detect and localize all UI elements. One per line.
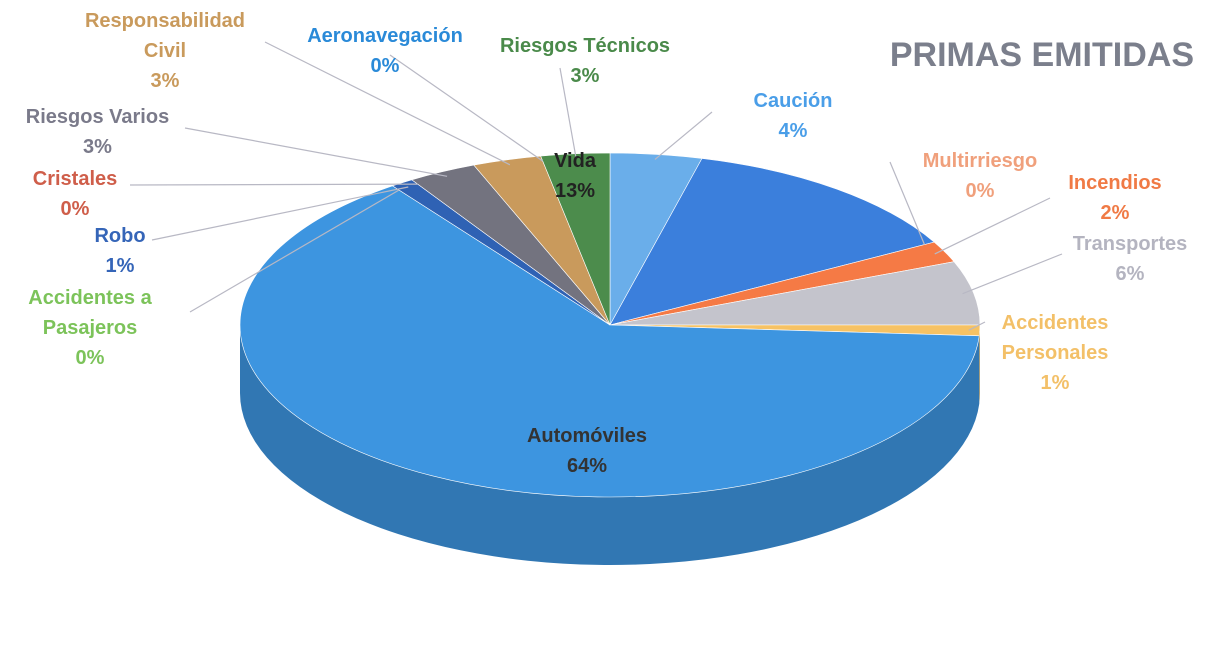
label-text: Aeronavegación xyxy=(307,25,463,47)
slice-label: Accidentes Personales 1% xyxy=(975,308,1135,398)
slice-label: Multirriesgo 0% xyxy=(900,146,1060,206)
label-text: 1% xyxy=(105,255,135,277)
label-text: Responsabilidad Civil xyxy=(84,10,246,62)
label-text: Automóviles xyxy=(526,425,648,447)
slice-label: Incendios 2% xyxy=(1050,168,1180,228)
label-text: 0% xyxy=(60,198,90,220)
pie-slice xyxy=(239,185,980,565)
slice-side xyxy=(240,325,980,565)
leader-line xyxy=(654,111,713,160)
slice-label: Riesgos Técnicos 3% xyxy=(485,31,685,91)
slice-label: Accidentes a Pasajeros 0% xyxy=(5,283,175,373)
leader-line xyxy=(189,189,400,313)
label-text: Transportes xyxy=(1072,233,1188,255)
label-text: 3% xyxy=(83,136,112,158)
slice-label: Caución 4% xyxy=(713,86,873,146)
label-text: 2% xyxy=(1100,202,1130,224)
label-text: 3% xyxy=(150,70,180,92)
slice-label: Transportes 6% xyxy=(1055,229,1205,289)
label-text: 1% xyxy=(1040,372,1070,394)
label-text: Cristales xyxy=(32,168,118,190)
label-text: 0% xyxy=(370,55,400,77)
label-text: Riesgos Varios xyxy=(25,106,170,128)
slice-label: Automóviles 64% xyxy=(517,421,657,481)
leader-line xyxy=(264,41,511,166)
slice-label: Cristales 0% xyxy=(15,164,135,224)
leader-line xyxy=(559,67,577,160)
label-text: Multirriesgo xyxy=(922,150,1038,172)
slice-label: Riesgos Varios 3% xyxy=(5,102,190,162)
slice-label: Responsabilidad Civil 3% xyxy=(70,6,260,96)
label-text: Caución xyxy=(753,90,833,112)
leader-line xyxy=(889,161,926,245)
label-text: Riesgos Técnicos xyxy=(499,35,671,57)
label-text: 3% xyxy=(570,65,600,87)
label-text: Vida xyxy=(554,150,596,172)
label-text: 4% xyxy=(778,120,808,142)
chart-title: PRIMAS EMITIDAS xyxy=(889,36,1194,74)
leader-line xyxy=(934,197,1051,255)
leader-line xyxy=(151,186,409,241)
leader-line xyxy=(129,183,418,186)
label-text: 6% xyxy=(1115,263,1145,285)
slice-top xyxy=(609,261,981,326)
label-text: Accidentes a Pasajeros xyxy=(28,287,152,339)
label-text: Accidentes Personales xyxy=(1001,312,1109,364)
leader-line xyxy=(184,127,448,177)
leader-line xyxy=(389,54,544,162)
leader-line xyxy=(962,253,1063,295)
label-text: 13% xyxy=(554,180,596,202)
slice-side xyxy=(979,325,980,404)
slice-label: Aeronavegación 0% xyxy=(290,21,480,81)
slice-label: Vida 13% xyxy=(515,146,635,206)
label-text: 0% xyxy=(75,347,105,369)
label-text: Robo xyxy=(94,225,146,247)
leader-line xyxy=(968,321,986,331)
label-text: Incendios xyxy=(1068,172,1162,194)
label-text: 64% xyxy=(566,455,608,477)
label-text: 0% xyxy=(965,180,995,202)
pie-slice xyxy=(609,261,981,326)
slice-top xyxy=(239,185,980,498)
slice-label: Robo 1% xyxy=(70,221,170,281)
